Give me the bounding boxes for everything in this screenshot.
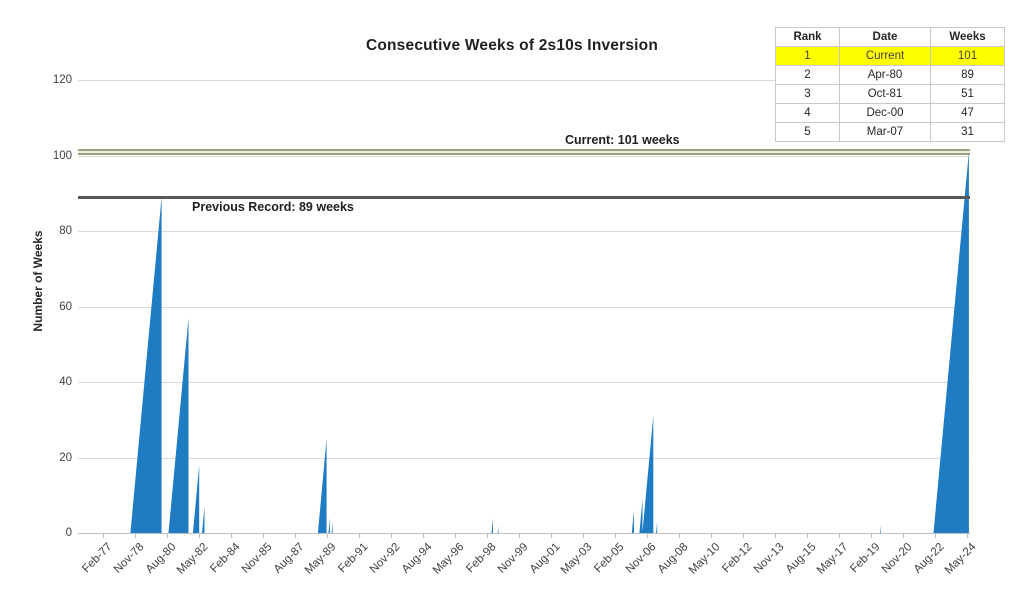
- x-tick: [135, 533, 136, 538]
- record-table: Rank Date Weeks 1 Current 101 2 Apr-80 89 3 Oct-8…: [775, 27, 1005, 142]
- previous-record-annotation: Previous Record: 89 weeks: [192, 200, 354, 214]
- x-tick: [103, 533, 104, 538]
- inversion-spike: [202, 506, 205, 533]
- y-tick-label: 40: [59, 376, 72, 388]
- x-tick: [327, 533, 328, 538]
- x-tick: [167, 533, 168, 538]
- record-table-row: 3 Oct-81 51: [775, 84, 1005, 104]
- current-line: [78, 148, 970, 155]
- record-table-cell: 1: [775, 46, 840, 66]
- x-tick: [519, 533, 520, 538]
- x-tick: [903, 533, 904, 538]
- gridline: [78, 80, 970, 81]
- previous-record-line: [78, 196, 970, 200]
- x-tick: [263, 533, 264, 538]
- record-table-header-cell: Weeks: [930, 27, 1005, 47]
- inversion-spike: [497, 525, 499, 533]
- gridline: [78, 231, 970, 232]
- x-tick: [775, 533, 776, 538]
- record-table-cell: Dec-00: [839, 103, 931, 123]
- record-table-cell: Apr-80: [839, 65, 931, 85]
- inversion-spike: [631, 510, 634, 533]
- inversion-spike: [328, 517, 330, 533]
- x-tick: [615, 533, 616, 538]
- inversion-spike: [642, 416, 654, 533]
- inversion-spike: [656, 521, 658, 533]
- record-table-row: 1 Current 101: [775, 46, 1005, 66]
- record-table-cell: 51: [930, 84, 1005, 104]
- record-table-row: 2 Apr-80 89: [775, 65, 1005, 85]
- x-tick: [391, 533, 392, 538]
- inversion-spike: [317, 438, 327, 533]
- x-tick: [359, 533, 360, 538]
- inversion-spike: [168, 317, 189, 533]
- record-table-cell: Mar-07: [839, 122, 931, 142]
- x-tick: [967, 533, 968, 538]
- x-tick: [679, 533, 680, 538]
- record-table-cell: Current: [839, 46, 931, 66]
- x-tick: [871, 533, 872, 538]
- y-tick-label: 120: [52, 74, 72, 86]
- record-table-cell: 5: [775, 122, 840, 142]
- record-table-cell: 31: [930, 122, 1005, 142]
- x-tick: [647, 533, 648, 538]
- x-tick: [583, 533, 584, 538]
- x-tick: [935, 533, 936, 538]
- record-table-header-row: Rank Date Weeks: [775, 27, 1005, 47]
- record-table-row: 5 Mar-07 31: [775, 122, 1005, 142]
- x-tick: [295, 533, 296, 538]
- x-tick: [743, 533, 744, 538]
- record-table-cell: 89: [930, 65, 1005, 85]
- x-tick: [231, 533, 232, 538]
- y-tick-label: 80: [59, 225, 72, 237]
- gridline: [78, 457, 970, 459]
- inversion-spike: [331, 521, 333, 533]
- record-table-cell: 2: [775, 65, 840, 85]
- inversion-spike: [130, 197, 162, 533]
- x-tick: [551, 533, 552, 538]
- chart-title: Consecutive Weeks of 2s10s Inversion: [365, 37, 659, 54]
- record-table-cell: 3: [775, 84, 840, 104]
- record-table-row: 4 Dec-00 47: [775, 103, 1005, 123]
- record-table-cell: 47: [930, 103, 1005, 123]
- record-table-header-cell: Rank: [775, 27, 840, 47]
- gridline: [78, 306, 970, 308]
- inversion-spike: [880, 525, 881, 533]
- record-table-cell: 101: [930, 46, 1005, 66]
- x-tick: [711, 533, 712, 538]
- inversion-spike: [491, 517, 493, 533]
- x-tick: [199, 533, 200, 538]
- record-table-cell: Oct-81: [839, 84, 931, 104]
- gridline: [78, 155, 970, 157]
- x-tick: [423, 533, 424, 538]
- inversion-spike: [933, 151, 969, 533]
- x-tick: [839, 533, 840, 538]
- x-tick: [455, 533, 456, 538]
- y-tick-label: 0: [65, 527, 72, 539]
- x-axis-line: [78, 533, 970, 534]
- inversion-spike: [639, 499, 643, 533]
- x-tick: [487, 533, 488, 538]
- y-tick-label: 100: [52, 149, 72, 162]
- inversion-spike: [192, 465, 200, 533]
- record-table-cell: 4: [775, 103, 840, 123]
- record-table-header-cell: Date: [839, 27, 931, 47]
- x-tick: [807, 533, 808, 538]
- current-annotation: Current: 101 weeks: [565, 133, 680, 147]
- gridline: [78, 382, 970, 383]
- y-tick-label: 20: [59, 451, 72, 464]
- y-tick-label: 60: [59, 300, 72, 313]
